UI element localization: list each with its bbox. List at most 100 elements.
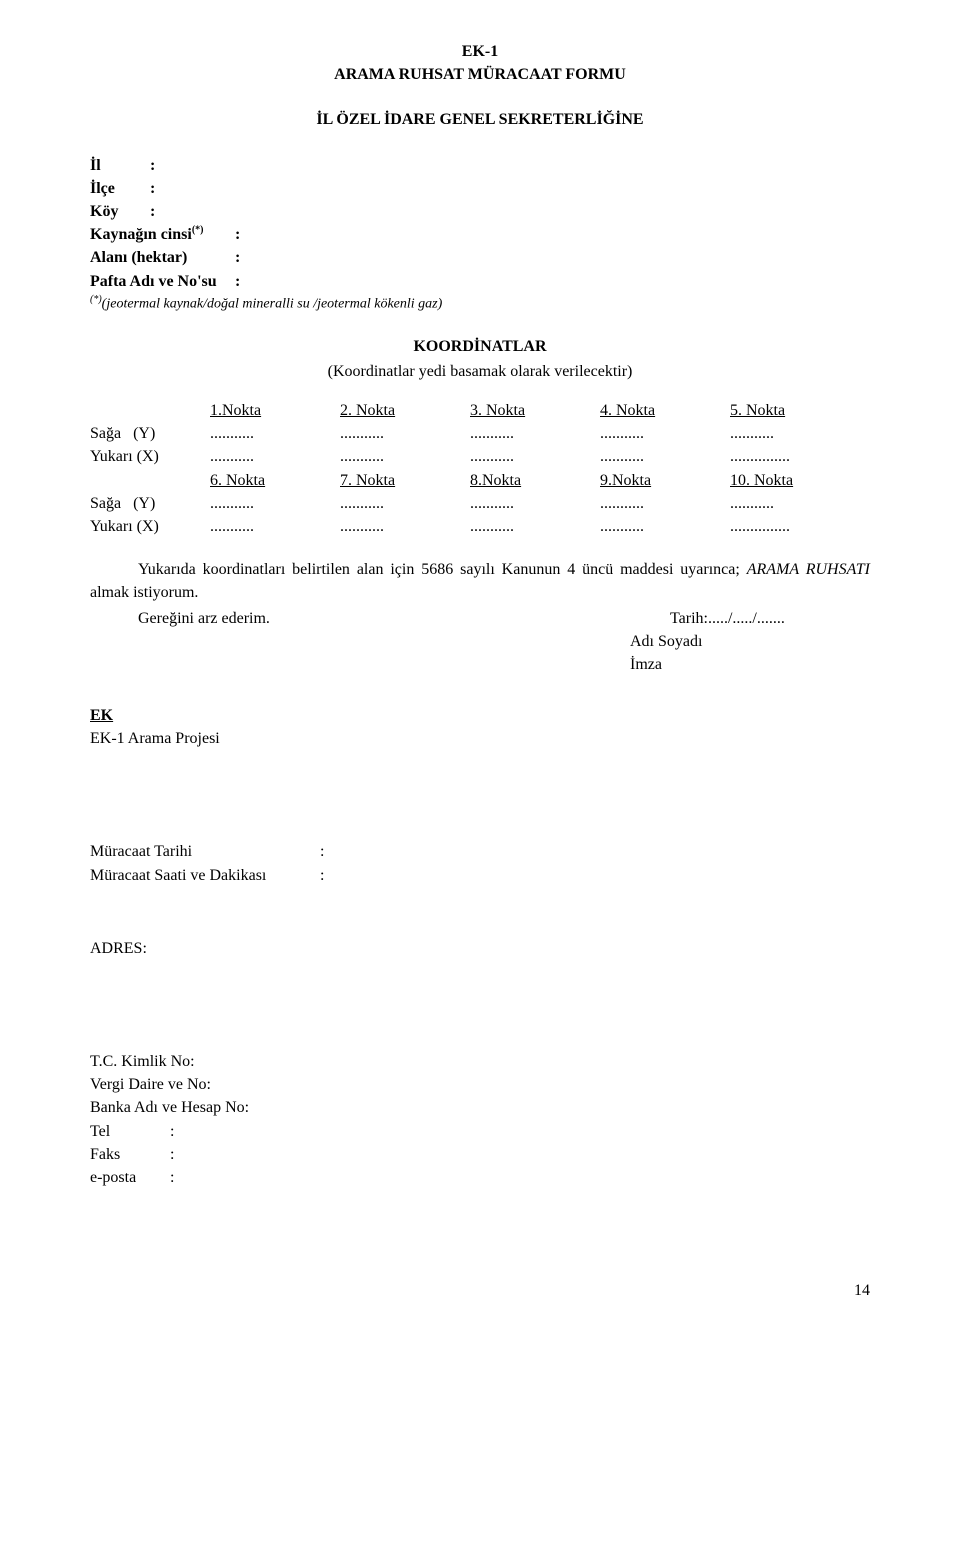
coord-dots: ...............: [730, 515, 860, 538]
coord-dots: ...........: [210, 445, 340, 468]
colon: :: [170, 1120, 174, 1143]
coord-h1-4: 4. Nokta: [600, 399, 730, 422]
coord-dots: ...............: [730, 445, 860, 468]
faks-row: Faks :: [90, 1143, 870, 1166]
field-koy: Köy :: [90, 200, 870, 223]
coord-dots: ...........: [470, 422, 600, 445]
label-alani: Alanı (hektar): [90, 246, 235, 269]
label-kaynak-text: Kaynağın cinsi: [90, 226, 192, 243]
coord-saga-label: Sağa (Y): [90, 422, 210, 445]
body-paragraph: Yukarıda koordinatları belirtilen alan i…: [90, 558, 870, 604]
coord-saga-2: Sağa (Y) ........... ........... .......…: [90, 492, 870, 515]
ek-number: EK-1: [90, 40, 870, 63]
colon: :: [235, 246, 240, 269]
body-para-pre: Yukarıda koordinatları belirtilen alan i…: [138, 561, 747, 578]
coord-saga-label: Sağa (Y): [90, 492, 210, 515]
form-title: ARAMA RUHSAT MÜRACAAT FORMU: [90, 63, 870, 86]
muracaat-tarih-row: Müracaat Tarihi :: [90, 840, 870, 863]
tel-row: Tel :: [90, 1120, 870, 1143]
coord-dots: ...........: [600, 422, 730, 445]
page-number: 14: [90, 1279, 870, 1302]
coord-dots: ...........: [340, 515, 470, 538]
coord-yukari-label: Yukarı (X): [90, 515, 210, 538]
body-para-italic: ARAMA RUHSATI: [747, 561, 870, 578]
coord-dots: ...........: [600, 515, 730, 538]
ek-heading: EK: [90, 704, 870, 727]
muracaat-saat-row: Müracaat Saati ve Dakikası :: [90, 864, 870, 887]
coord-dots: ...........: [470, 492, 600, 515]
koord-title: KOORDİNATLAR: [90, 335, 870, 358]
coord-h1-1: 1.Nokta: [210, 399, 340, 422]
colon: :: [170, 1166, 174, 1189]
field-pafta: Pafta Adı ve No'su :: [90, 270, 870, 293]
tarih: Tarih:...../...../.......: [480, 607, 870, 630]
colon: :: [150, 154, 155, 177]
colon: :: [150, 177, 155, 200]
muracaat-saat-label: Müracaat Saati ve Dakikası: [90, 864, 320, 887]
eposta-label: e-posta: [90, 1166, 170, 1189]
field-alani: Alanı (hektar) :: [90, 246, 870, 269]
coord-dots: ...........: [600, 492, 730, 515]
coord-dots: ...........: [730, 492, 860, 515]
footnote: (*)(jeotermal kaynak/doğal mineralli su …: [90, 293, 870, 315]
coord-dots: ...........: [470, 515, 600, 538]
coord-h2-1: 6. Nokta: [210, 469, 340, 492]
faks-label: Faks: [90, 1143, 170, 1166]
adi-soyadi: Adı Soyadı: [630, 630, 870, 653]
coord-yukari-label: Yukarı (X): [90, 445, 210, 468]
coord-h2-5: 10. Nokta: [730, 469, 860, 492]
coord-dots: ...........: [730, 422, 860, 445]
field-kaynak: Kaynağın cinsi(*) :: [90, 223, 870, 246]
coord-yukari-2: Yukarı (X) ........... ........... .....…: [90, 515, 870, 538]
ek-line-1: EK-1 Arama Projesi: [90, 727, 870, 750]
geregini: Gereğini arz ederim.: [90, 607, 480, 630]
colon: :: [235, 270, 240, 293]
colon: :: [235, 223, 240, 246]
tc-kimlik: T.C. Kimlik No:: [90, 1050, 870, 1073]
coord-yukari-1: Yukarı (X) ........... ........... .....…: [90, 445, 870, 468]
eposta-row: e-posta :: [90, 1166, 870, 1189]
imza: İmza: [630, 653, 870, 676]
body-para-post: almak istiyorum.: [90, 584, 198, 601]
adres-label: ADRES:: [90, 937, 870, 960]
addressee: İL ÖZEL İDARE GENEL SEKRETERLİĞİNE: [90, 108, 870, 131]
colon: :: [150, 200, 155, 223]
coord-h1-2: 2. Nokta: [340, 399, 470, 422]
coord-dots: ...........: [340, 492, 470, 515]
field-ilce: İlçe :: [90, 177, 870, 200]
label-pafta: Pafta Adı ve No'su: [90, 270, 235, 293]
label-kaynak-sup: (*): [192, 225, 204, 236]
coord-h2-3: 8.Nokta: [470, 469, 600, 492]
tel-label: Tel: [90, 1120, 170, 1143]
footnote-text: (jeotermal kaynak/doğal mineralli su /je…: [102, 296, 443, 311]
coord-headers-1: 1.Nokta 2. Nokta 3. Nokta 4. Nokta 5. No…: [90, 399, 870, 422]
coord-dots: ...........: [210, 515, 340, 538]
label-ilce: İlçe: [90, 177, 150, 200]
coord-h2-2: 7. Nokta: [340, 469, 470, 492]
coord-dots: ...........: [340, 422, 470, 445]
label-il: İl: [90, 154, 150, 177]
colon: :: [170, 1143, 174, 1166]
coord-lead-blank: [90, 399, 210, 422]
coord-dots: ...........: [210, 422, 340, 445]
colon: :: [320, 864, 324, 887]
footnote-sup: (*): [90, 294, 102, 305]
coord-saga-1: Sağa (Y) ........... ........... .......…: [90, 422, 870, 445]
coord-lead-blank: [90, 469, 210, 492]
coord-h2-4: 9.Nokta: [600, 469, 730, 492]
coord-h1-5: 5. Nokta: [730, 399, 860, 422]
coord-dots: ...........: [210, 492, 340, 515]
muracaat-tarih-label: Müracaat Tarihi: [90, 840, 320, 863]
label-koy: Köy: [90, 200, 150, 223]
vergi: Vergi Daire ve No:: [90, 1073, 870, 1096]
koord-subtitle: (Koordinatlar yedi basamak olarak verile…: [90, 360, 870, 383]
label-kaynak: Kaynağın cinsi(*): [90, 223, 235, 246]
coord-dots: ...........: [600, 445, 730, 468]
colon: :: [320, 840, 324, 863]
banka: Banka Adı ve Hesap No:: [90, 1096, 870, 1119]
field-il: İl :: [90, 154, 870, 177]
coord-h1-3: 3. Nokta: [470, 399, 600, 422]
coord-dots: ...........: [340, 445, 470, 468]
coord-dots: ...........: [470, 445, 600, 468]
coord-headers-2: 6. Nokta 7. Nokta 8.Nokta 9.Nokta 10. No…: [90, 469, 870, 492]
